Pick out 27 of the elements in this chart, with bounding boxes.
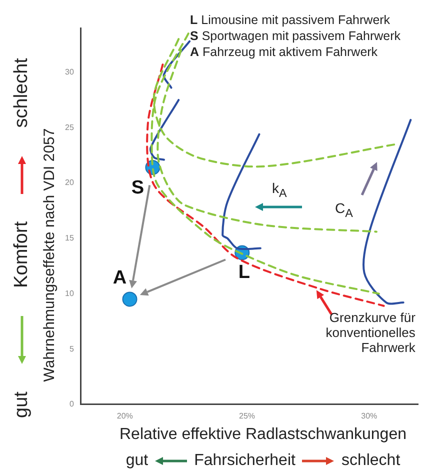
x-tick-label: 20% [116,411,133,420]
y-tick-label: 0 [69,400,74,409]
text: schlecht [341,452,400,470]
annotation: A Fahrzeug mit aktivem Fahrwerk [190,44,379,60]
text: Fahrsicherheit [194,452,296,470]
annotation: k$_{A}$ [272,180,287,200]
y-tick-label: 5 [69,344,74,354]
text: L Limousine mit passivem Fahrwerk [190,12,392,28]
y-tick-label: 10 [64,288,74,298]
x-tick-label: 25% [239,411,256,420]
y-tick-label: 20 [64,178,74,188]
text: gut [126,452,148,470]
x-tick-label: 30% [361,411,378,420]
data-label: A [112,267,127,288]
text: schlecht [11,58,33,128]
y-axis-title: Wahrnehmungseffekte nach VDI 2057 [40,127,58,384]
y-tick-label: 30 [64,67,74,76]
x-axis-title: Relative effektive Radlastschwankungen [118,425,408,445]
data-label: L [238,262,250,283]
annotation: S Sportwagen mit passivem Fahrwerk [190,28,400,44]
y-tick-label: 15 [64,234,74,243]
data-label: S [131,178,144,199]
annotation: Grenzkurve für konventionelles Fahrwerk [326,310,416,356]
y-tick-label: 25 [64,122,74,132]
text: gut [11,392,33,418]
text: Komfort [11,221,33,288]
annotation: C$_{A}$ [335,200,353,220]
